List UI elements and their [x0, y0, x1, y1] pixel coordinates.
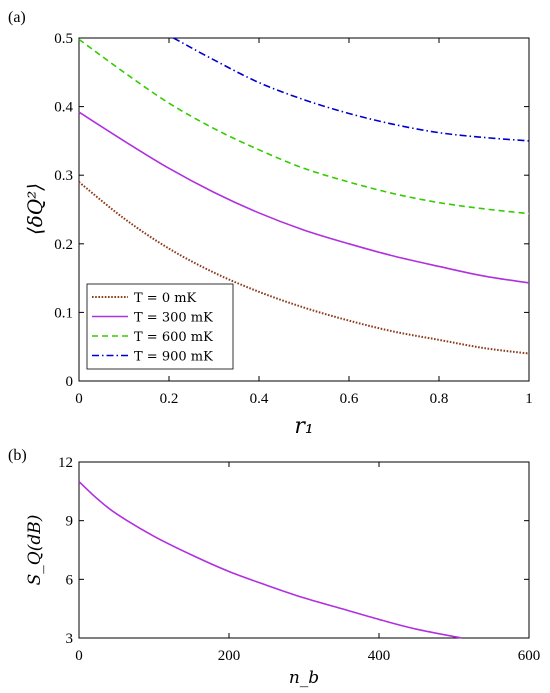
panel-a-x-tick-label: 0	[75, 391, 83, 407]
legend-entry-1: T = 300 mK	[134, 311, 213, 326]
panel-b-y-axis-label: S_Q(dB)	[25, 515, 45, 586]
panel-b-y-tick-label: 9	[66, 514, 74, 530]
panel-a-y-tick-label: 0.5	[54, 31, 73, 47]
panel-b-series-line-0	[78, 480, 462, 639]
panel-a-label: (a)	[8, 9, 26, 26]
panel-a-x-tick-label: 1	[525, 391, 533, 407]
panel-a-series-line-1	[78, 111, 530, 284]
panel-b-series	[78, 480, 462, 639]
panel-a-plot-frame	[78, 37, 530, 382]
panel-b-plot-frame	[78, 461, 530, 639]
panel-a-series	[78, 37, 530, 355]
panel-a-x-tick-label: 0.4	[250, 391, 269, 407]
panel-a-series-line-2	[78, 38, 530, 215]
panel-a-y-tick-label: 0.4	[54, 100, 73, 116]
panel-a-y-tick-label: 0.3	[54, 168, 73, 184]
panel-b-x-tick-label: 200	[218, 648, 241, 664]
panel-a-x-axis-label: r₁	[294, 414, 313, 439]
panel-a-x-tick-label: 0.2	[160, 391, 179, 407]
panel-b-x-tick-label: 400	[368, 648, 391, 664]
panel-a-legend: T = 0 mK T = 300 mK T = 600 mK T = 900 mK	[86, 283, 234, 370]
panel-b-y-tick-label: 3	[66, 631, 74, 647]
legend-entry-0: T = 0 mK	[134, 291, 197, 306]
panel-a-series-line-3	[173, 37, 530, 142]
panel-a-y-tick-label: 0	[66, 374, 74, 390]
legend-entry-3: T = 900 mK	[134, 350, 213, 365]
panel-b-label: (b)	[8, 447, 27, 464]
legend-entry-2: T = 600 mK	[134, 330, 213, 345]
panel-b-x-tick-label: 0	[75, 648, 83, 664]
panel-a-series-line-0	[78, 181, 530, 355]
panel-a: (a) 0 0.2 0.4 0.6 0.8 1 0 0.1 0.2 0.3 0.4 0.5 r₁ ⟨δ…	[8, 9, 533, 439]
panel-a-y-tick-label: 0.2	[54, 237, 73, 253]
panel-a-x-tick-label: 0.6	[340, 391, 359, 407]
panel-b-y-tick-label: 12	[58, 455, 73, 471]
panel-a-y-tick-label: 0.1	[54, 305, 73, 321]
panel-b-x-axis-label: n_b	[289, 668, 319, 688]
panel-b-x-tick-label: 600	[518, 648, 541, 664]
panel-a-x-tick-label: 0.8	[430, 391, 449, 407]
panel-a-y-axis-label: ⟨δQ²⟩	[23, 183, 47, 235]
panel-b-y-tick-label: 6	[66, 572, 74, 588]
panel-a-ticks: 0 0.2 0.4 0.6 0.8 1 0 0.1 0.2 0.3 0.4 0.5	[54, 31, 533, 407]
panel-b-ticks: 0 200 400 600 3 6 9 12	[58, 455, 540, 664]
panel-b: (b) 0 200 400 600 3 6 9 12 n_b S_Q(dB)	[8, 447, 540, 688]
